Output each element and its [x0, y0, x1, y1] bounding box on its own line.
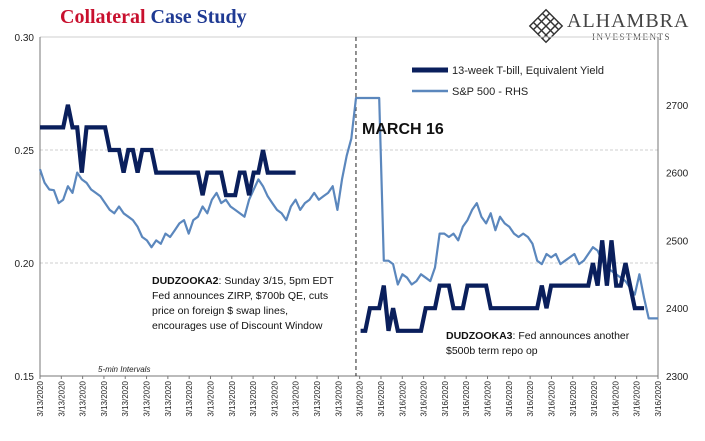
x-tick-label: 3/16/2020	[484, 380, 493, 416]
dudzooka2-title: DUDZOOKA2	[152, 275, 219, 287]
y-right-tick-label: 2700	[666, 101, 689, 112]
y-left-tick-label: 0.20	[15, 259, 35, 270]
diamond-lattice-icon	[528, 8, 564, 44]
x-tick-label: 3/16/2020	[462, 380, 471, 416]
x-tick-label: 3/13/2020	[185, 380, 194, 416]
y-right-tick-label: 2300	[666, 372, 689, 383]
x-tick-label: 3/13/2020	[313, 380, 322, 416]
x-tick-label: 3/16/2020	[420, 380, 429, 416]
march16-label: MARCH 16	[362, 121, 444, 138]
x-tick-label: 3/13/2020	[164, 380, 173, 416]
x-tick-label: 3/16/2020	[611, 380, 620, 416]
x-tick-label: 3/13/2020	[57, 380, 66, 416]
x-tick-label: 3/13/2020	[143, 380, 152, 416]
x-tick-label: 3/16/2020	[633, 380, 642, 416]
x-tick-label: 3/16/2020	[590, 380, 599, 416]
spx-series-line	[38, 96, 658, 320]
tbill-series-line	[40, 104, 645, 333]
dudzooka2-line2: Fed announces ZIRP, $700b QE, cuts	[152, 290, 328, 302]
dudzooka3-line1: : Fed announces another	[513, 330, 630, 342]
x-tick-label: 3/16/2020	[356, 380, 365, 416]
dudzooka2-line3: price on foreign $ swap lines,	[152, 305, 288, 317]
y-left-tick-label: 0.30	[15, 33, 35, 44]
dudzooka3-line2: $500b term repo op	[446, 345, 538, 357]
x-tick-label: 3/13/2020	[249, 380, 258, 416]
x-tick-label: 3/16/2020	[526, 380, 535, 416]
x-tick-label: 3/13/2020	[292, 380, 301, 416]
x-tick-label: 3/16/2020	[441, 380, 450, 416]
x-tick-label: 3/13/2020	[79, 380, 88, 416]
legend-label-spx: S&P 500 - RHS	[452, 86, 528, 98]
legend: 13-week T-bill, Equivalent Yield S&P 500 …	[412, 65, 604, 98]
brand-name: ALHAMBRA	[567, 10, 690, 32]
x-tick-label: 3/16/2020	[569, 380, 578, 416]
legend-label-tbill: 13-week T-bill, Equivalent Yield	[452, 65, 604, 77]
x-tick-label: 3/13/2020	[121, 380, 130, 416]
dudzooka2-annotation: DUDZOOKA2: Sunday 3/15, 5pm EDT	[152, 275, 334, 287]
x-tick-label: 3/16/2020	[377, 380, 386, 416]
y-right-tick-label: 2600	[666, 169, 689, 180]
x-tick-label: 3/16/2020	[547, 380, 556, 416]
dudzooka2-line1: : Sunday 3/15, 5pm EDT	[219, 275, 335, 287]
x-tick-label: 3/13/2020	[206, 380, 215, 416]
page-title: Collateral Case Study	[60, 6, 247, 29]
series-lines	[38, 96, 658, 333]
title-part-collateral: Collateral	[60, 6, 146, 28]
x-tick-label: 3/16/2020	[505, 380, 514, 416]
y-right-tick-label: 2500	[666, 236, 689, 247]
x-tick-label: 3/13/2020	[228, 380, 237, 416]
y-left-tick-label: 0.15	[15, 372, 35, 383]
x-tick-label: 3/13/2020	[100, 380, 109, 416]
dudzooka3-annotation: DUDZOOKA3: Fed announces another	[446, 330, 630, 342]
title-part-case-study: Case Study	[150, 6, 247, 28]
axes: 0.15 0.20 0.25 0.30 2300 2400 2500 2600 2700 3/13…	[15, 33, 689, 417]
x-tick-label: 3/13/2020	[36, 380, 45, 416]
x-tick-label: 3/13/2020	[270, 380, 279, 416]
dudzooka2-line4: encourages use of Discount Window	[152, 320, 323, 332]
y-left-tick-label: 0.25	[15, 146, 35, 157]
x-tick-label: 3/16/2020	[654, 380, 663, 416]
interval-label: 5-min Intervals	[98, 365, 150, 374]
x-tick-label: 3/13/2020	[334, 380, 343, 416]
x-tick-label: 3/16/2020	[398, 380, 407, 416]
dudzooka3-title: DUDZOOKA3	[446, 330, 513, 342]
annotations: MARCH 16 5-min Intervals DUDZOOKA2: Sunday…	[98, 121, 630, 374]
y-right-tick-label: 2400	[666, 304, 689, 315]
